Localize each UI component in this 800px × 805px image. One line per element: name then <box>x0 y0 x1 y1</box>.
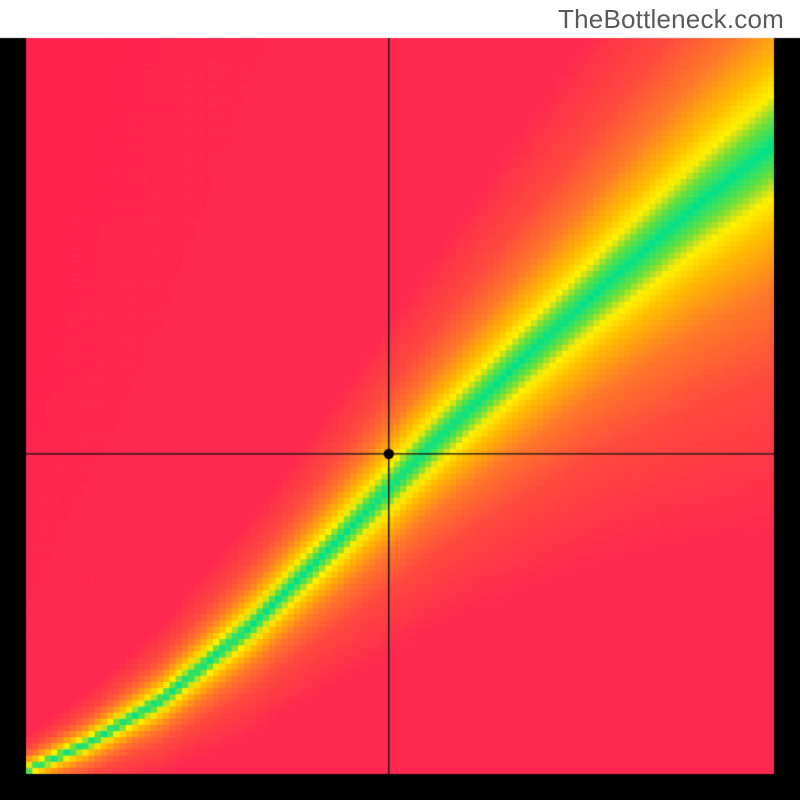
bottleneck-heatmap <box>0 0 800 800</box>
watermark-text: TheBottleneck.com <box>558 4 784 35</box>
